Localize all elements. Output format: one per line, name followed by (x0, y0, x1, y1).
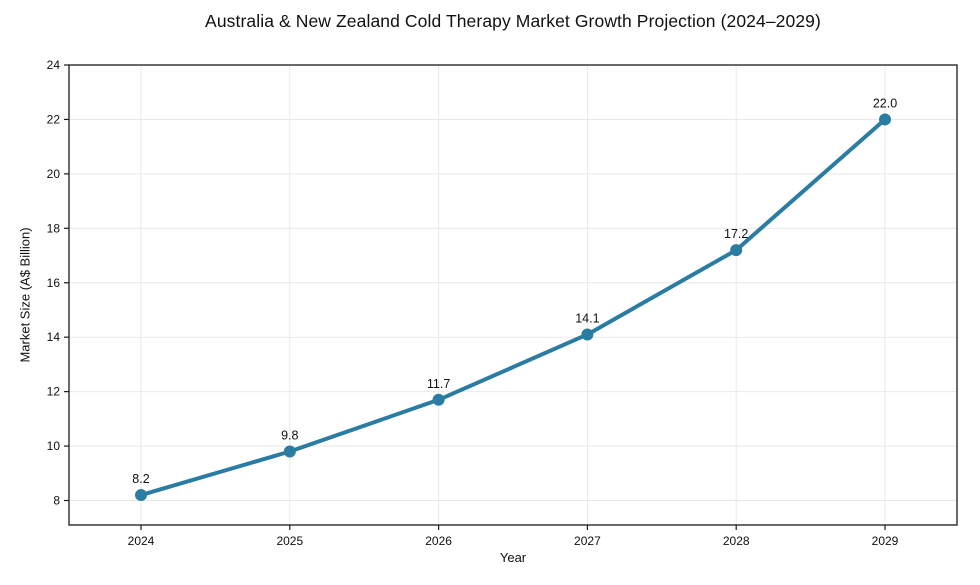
y-tick-label: 18 (47, 221, 61, 235)
y-tick-label: 8 (53, 494, 60, 508)
x-tick-label: 2027 (574, 534, 601, 548)
data-point-label: 9.8 (281, 429, 298, 443)
x-tick-label: 2026 (425, 534, 452, 548)
data-point-label: 22.0 (873, 96, 897, 110)
data-point-label: 17.2 (724, 227, 748, 241)
plot-border (68, 64, 958, 526)
y-tick-label: 10 (47, 439, 61, 453)
y-tick-label: 20 (47, 167, 61, 181)
data-point-marker (581, 328, 594, 341)
x-tick-label: 2028 (723, 534, 750, 548)
y-tick-label: 22 (47, 112, 61, 126)
data-point-label: 11.7 (427, 377, 450, 391)
y-tick-label: 12 (47, 385, 61, 399)
data-point-marker (879, 113, 891, 126)
data-point-label: 8.2 (132, 472, 149, 486)
x-tick-label: 2024 (128, 534, 155, 548)
data-point-marker (283, 445, 296, 458)
data-point-label: 14.1 (575, 311, 599, 325)
data-point-marker (432, 393, 445, 406)
x-axis-label: Year (499, 550, 527, 565)
chart-title: Australia & New Zealand Cold Therapy Mar… (205, 11, 821, 31)
data-point-marker (135, 489, 147, 502)
x-tick-label: 2029 (872, 534, 899, 548)
data-point-marker (730, 244, 743, 257)
series-line (139, 117, 887, 498)
y-tick-label: 14 (47, 330, 61, 344)
y-tick-label: 24 (47, 58, 61, 72)
x-tick-label: 2025 (276, 534, 303, 548)
y-tick-label: 16 (47, 276, 61, 290)
